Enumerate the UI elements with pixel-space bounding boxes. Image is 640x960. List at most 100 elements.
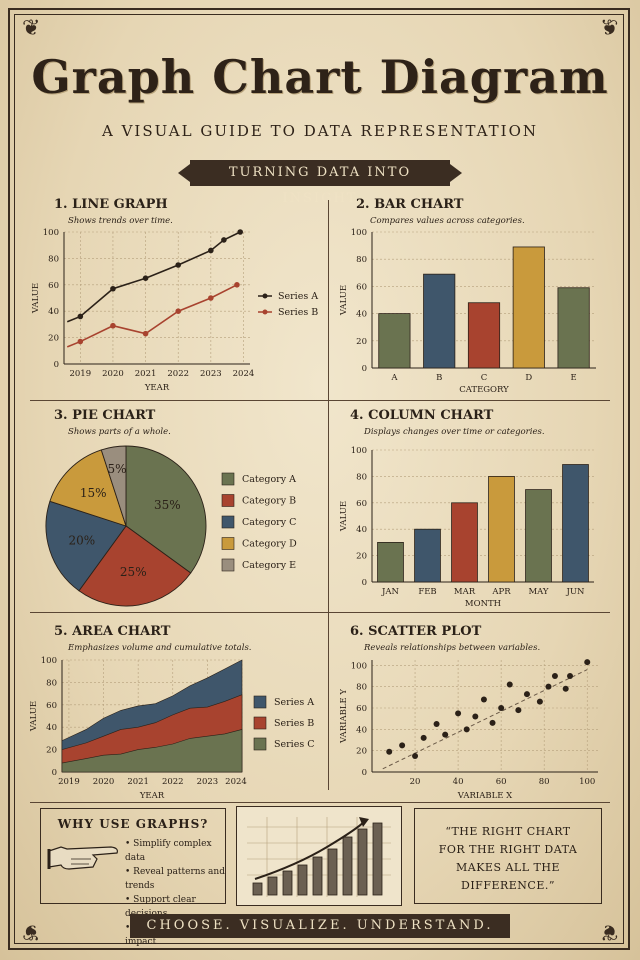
row-divider	[30, 802, 610, 803]
quote-line: MAKES ALL THE DIFFERENCE.”	[456, 861, 560, 892]
x-tick-label: 40	[453, 777, 464, 787]
bar	[451, 502, 478, 583]
page-title: Graph Chart Diagram	[31, 50, 609, 104]
y-tick-label: 80	[356, 472, 367, 482]
scatter-point	[551, 673, 558, 679]
data-point	[175, 308, 182, 315]
rising-bars-box	[236, 806, 402, 906]
legend-swatch	[221, 537, 235, 550]
scatter-point	[386, 748, 393, 755]
chart-subtitle: Shows parts of a whole.	[68, 427, 171, 437]
legend-swatch	[253, 737, 267, 751]
x-tick-label: 2022	[167, 369, 189, 379]
legend-swatch	[253, 716, 267, 730]
legend-label: Series A	[274, 697, 314, 708]
area-series	[61, 729, 243, 773]
y-tick-label: 0	[52, 768, 57, 778]
y-tick-label: 100	[351, 661, 367, 671]
y-tick-label: 20	[48, 334, 59, 344]
x-tick-label: 2021	[135, 369, 157, 379]
series-line	[66, 231, 241, 323]
y-tick-label: 20	[46, 746, 57, 756]
y-tick-label: 40	[356, 725, 367, 735]
scatter-point	[433, 721, 440, 727]
y-tick-label: 60	[46, 701, 57, 711]
data-point	[142, 275, 149, 282]
rising-bars-icon	[247, 817, 391, 897]
data-point	[237, 229, 244, 235]
inner-frame	[14, 14, 624, 944]
x-tick-label: 2023	[200, 369, 222, 379]
data-point	[208, 247, 214, 254]
bar	[512, 246, 545, 369]
x-tick-label: 2019	[58, 777, 80, 787]
pie-label: 25%	[120, 565, 147, 579]
x-tick-label: B	[436, 373, 442, 383]
legend-label: Category C	[242, 517, 296, 528]
x-tick-label: D	[525, 373, 532, 383]
x-tick-label: MAR	[454, 587, 476, 597]
legend-marker	[262, 293, 268, 299]
legend-swatch	[221, 472, 235, 486]
why-title: WHY USE GRAPHS?	[57, 817, 209, 831]
data-point	[110, 285, 116, 292]
y-tick-label: 100	[351, 446, 367, 456]
scatter-point	[515, 707, 522, 714]
scatter-point	[584, 659, 591, 666]
header-banner: TURNING DATA INTO INSIGHT	[178, 160, 462, 206]
legend-marker	[262, 309, 268, 315]
bar	[414, 528, 441, 583]
data-point	[77, 338, 84, 345]
legend-swatch	[221, 515, 235, 529]
why-item: Reveal patterns and trends	[125, 865, 225, 893]
y-tick-label: 60	[356, 499, 367, 509]
footer-banner: CHOOSE. VISUALIZE. UNDERSTAND.	[130, 914, 510, 938]
x-tick-label: A	[390, 373, 398, 383]
x-tick-label: 2019	[69, 369, 91, 379]
x-tick-label: FEB	[418, 587, 436, 597]
y-tick-label: 0	[362, 364, 367, 374]
y-tick-label: 0	[362, 578, 367, 588]
x-tick-label: 2021	[127, 777, 149, 787]
quote-line: FOR THE RIGHT DATA	[438, 843, 578, 856]
scatter-point	[420, 734, 427, 741]
pie-slice	[78, 525, 192, 607]
y-tick-label: 80	[48, 254, 59, 264]
legend-label: Series B	[274, 718, 314, 729]
chart-title: 3. PIE CHART	[54, 408, 156, 423]
data-point	[208, 295, 214, 301]
chart-title: 4. COLUMN CHART	[350, 408, 494, 423]
chart-title: 2. BAR CHART	[356, 197, 464, 212]
y-tick-label: 100	[43, 228, 59, 238]
y-tick-label: 40	[356, 310, 367, 320]
x-tick-label: 2024	[233, 369, 255, 379]
scatter-point	[412, 753, 419, 759]
data-point	[234, 282, 240, 288]
chart-title: 6. SCATTER PLOT	[350, 624, 482, 639]
scatter-point	[545, 683, 552, 690]
scatter-point	[562, 685, 569, 692]
row-divider	[30, 400, 610, 401]
y-tick-label: 40	[48, 307, 59, 317]
x-axis-label: CATEGORY	[459, 385, 509, 395]
y-tick-label: 100	[41, 656, 57, 666]
y-axis-label: VALUE	[339, 285, 349, 316]
legend-label: Series A	[278, 291, 318, 302]
y-tick-label: 80	[356, 683, 367, 693]
y-tick-label: 20	[356, 337, 367, 347]
trend-line	[382, 669, 588, 770]
scatter-point	[498, 705, 505, 711]
y-tick-label: 40	[356, 525, 367, 535]
x-tick-label: 2020	[93, 777, 115, 787]
bar	[377, 542, 404, 583]
y-tick-label: 0	[362, 768, 367, 778]
x-tick-label: APR	[491, 587, 511, 597]
outer-frame	[8, 8, 630, 950]
scatter-point	[506, 681, 513, 688]
column-divider	[328, 200, 329, 790]
y-tick-label: 60	[356, 282, 367, 292]
x-tick-label: 60	[496, 777, 507, 787]
legend-label: Category B	[242, 496, 296, 507]
bar	[525, 489, 552, 583]
bar	[557, 287, 590, 369]
